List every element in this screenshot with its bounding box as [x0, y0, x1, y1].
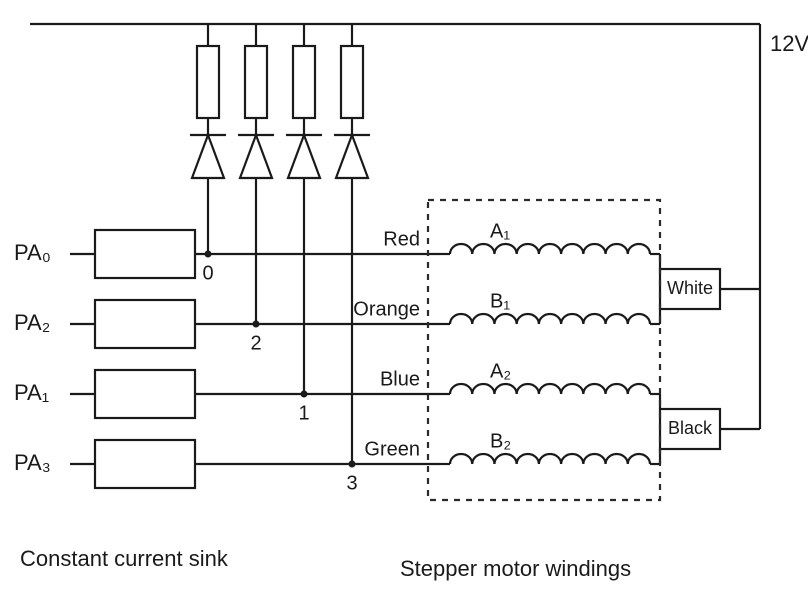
- diode-d1: [240, 135, 272, 178]
- port-label-pa2: PA₁: [14, 380, 49, 405]
- diode-d3: [336, 135, 368, 178]
- winding-label-0: A₁: [490, 220, 510, 242]
- caption-left: Constant current sink: [20, 546, 229, 571]
- wire-color-label-0: Red: [383, 228, 420, 250]
- resistor-r3: [341, 46, 363, 118]
- coil-0: [450, 244, 650, 254]
- driver-block-3: [95, 440, 195, 488]
- port-label-pa0: PA₀: [14, 240, 51, 265]
- wire-color-label-2: Blue: [380, 368, 420, 390]
- coil-3: [450, 454, 650, 464]
- winding-label-1: B₁: [490, 290, 510, 312]
- driver-block-2: [95, 370, 195, 418]
- resistor-r2: [293, 46, 315, 118]
- tap-number-2: 2: [250, 332, 261, 354]
- diode-d0: [192, 135, 224, 178]
- port-label-pa3: PA₃: [14, 450, 51, 475]
- driver-block-1: [95, 300, 195, 348]
- resistor-r0: [197, 46, 219, 118]
- resistor-r1: [245, 46, 267, 118]
- diode-d2: [288, 135, 320, 178]
- power-label: 12V: [770, 31, 808, 56]
- coil-1: [450, 314, 650, 324]
- center-tap-label-1: Black: [668, 418, 713, 438]
- winding-label-3: B₂: [490, 430, 511, 452]
- tap-number-3: 3: [346, 472, 357, 494]
- winding-label-2: A₂: [490, 360, 511, 382]
- caption-right: Stepper motor windings: [400, 556, 631, 581]
- driver-block-0: [95, 230, 195, 278]
- center-tap-label-0: White: [667, 278, 713, 298]
- port-label-pa1: PA₂: [14, 310, 50, 335]
- stepper-driver-diagram: 12V PA₀ Red PA₂ Orange PA₁ Blue PA₃ Green 0 2 1 3 A₁ B…: [0, 0, 808, 605]
- tap-number-0: 0: [202, 262, 213, 284]
- wire-color-label-1: Orange: [353, 298, 420, 320]
- wire-color-label-3: Green: [364, 438, 420, 460]
- coil-2: [450, 384, 650, 394]
- tap-number-1: 1: [298, 402, 309, 424]
